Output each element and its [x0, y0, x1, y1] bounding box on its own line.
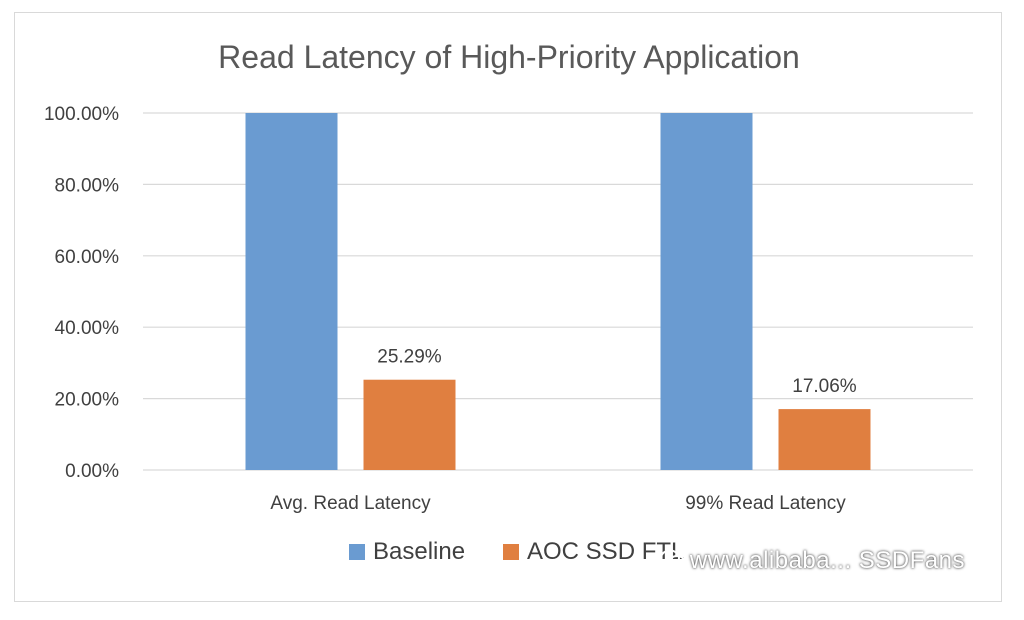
data-label: 25.29%: [377, 347, 442, 368]
legend-label: Baseline: [373, 538, 465, 565]
bar-aoc-ssd-ftl: [778, 409, 871, 470]
x-axis-labels: Avg. Read Latency 99% Read Latency: [270, 493, 846, 514]
data-labels: 25.29% 17.06%: [377, 347, 857, 397]
bar-chart: Read Latency of High-Priority Applicatio…: [44, 39, 973, 565]
bar-aoc-ssd-ftl: [363, 379, 456, 470]
y-tick-label: 40.00%: [55, 318, 120, 339]
bar-baseline: [245, 113, 338, 470]
y-tick-label: 0.00%: [65, 461, 119, 482]
legend-label: AOC SSD FTL: [527, 538, 684, 565]
watermark: www.alibaba... SSDFans: [659, 547, 965, 575]
legend-swatch: [503, 544, 519, 560]
watermark-text: www.alibaba... SSDFans: [689, 547, 965, 574]
bars: [245, 113, 871, 470]
legend-swatch: [349, 544, 365, 560]
legend: Baseline AOC SSD FTL: [349, 538, 684, 565]
y-tick-label: 100.00%: [44, 104, 119, 125]
y-tick-label: 20.00%: [55, 390, 120, 411]
wechat-icon: [659, 549, 686, 569]
y-tick-label: 60.00%: [55, 247, 120, 268]
data-label: 17.06%: [792, 376, 857, 397]
bar-baseline: [660, 113, 753, 470]
chart-title: Read Latency of High-Priority Applicatio…: [218, 39, 800, 75]
x-category-label: 99% Read Latency: [685, 493, 846, 514]
y-tick-label: 80.00%: [55, 175, 120, 196]
chart-frame: Read Latency of High-Priority Applicatio…: [14, 12, 1002, 602]
y-axis-ticks: 0.00% 20.00% 40.00% 60.00% 80.00% 100.00%: [44, 104, 119, 482]
x-category-label: Avg. Read Latency: [270, 493, 431, 514]
